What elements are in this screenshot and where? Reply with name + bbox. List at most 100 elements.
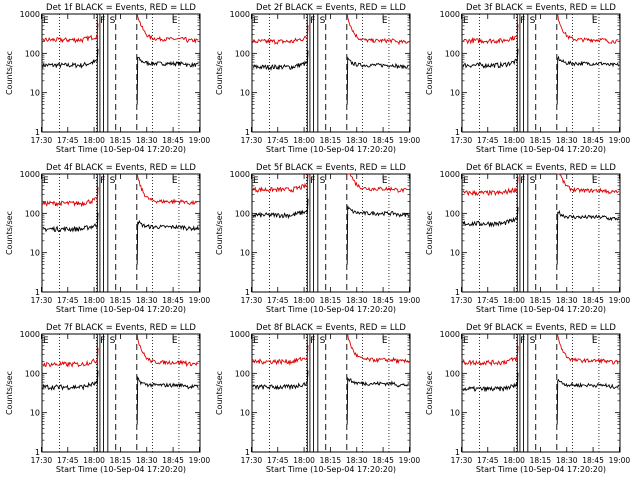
lld-trace [346,13,409,46]
lld-trace [462,24,519,45]
panel-title: Det 7f BLACK = Events, RED = LLD [46,323,196,333]
plot-frame [41,13,201,133]
flag-letter: E [592,16,598,26]
y-tick-label: 1000 [230,10,250,19]
plot-frame [461,173,621,293]
y-tick-label: 10 [30,249,40,258]
flag-letter: S [320,336,326,346]
panel-title: Det 6f BLACK = Events, RED = LLD [466,163,616,173]
x-tick-label: 18:45 [582,296,604,305]
detector-panel-1: Det 1f BLACK = Events, RED = LLD 1 10 100 10… [5,3,210,154]
lld-trace [252,345,309,366]
detector-panel-5: Det 5f BLACK = Events, RED = LLD 1 10 100 10… [215,163,420,314]
y-tick-label: 10 [450,89,460,98]
panel-title: Det 3f BLACK = Events, RED = LLD [466,3,616,13]
x-tick-label: 18:30 [136,296,158,305]
x-tick-label: 18:00 [293,296,315,305]
events-trace [252,50,309,71]
lld-trace [136,333,199,367]
lld-trace [42,347,99,368]
flag-letter: E [253,336,259,346]
events-trace [556,55,619,105]
y-tick-label: 10 [30,89,40,98]
x-axis-label: Start Time (10-Sep-04 17:20:20) [476,145,606,154]
flag-letter: E [382,16,388,26]
x-tick-label: 18:30 [136,456,158,465]
flag-letter: E [592,336,598,346]
detector-panel-2: Det 2f BLACK = Events, RED = LLD 1 10 100 10… [215,3,420,154]
y-axis-label: Counts/sec [215,51,224,95]
y-tick-label: 1 [245,128,250,137]
x-tick-label: 18:15 [320,456,342,465]
x-tick-label: 18:45 [372,136,394,145]
y-tick-label: 100 [445,369,460,378]
x-tick-label: 18:15 [110,456,132,465]
y-tick-label: 10 [450,409,460,418]
panel-title: Det 4f BLACK = Events, RED = LLD [46,163,196,173]
events-trace [556,378,619,425]
events-trace [252,198,309,220]
flag-letter: E [172,176,178,186]
x-tick-label: 19:00 [189,456,211,465]
x-tick-label: 18:00 [293,456,315,465]
x-tick-label: 18:30 [346,456,368,465]
plot-frame [41,333,201,453]
events-trace [136,219,199,265]
events-trace [462,48,519,69]
events-trace [136,56,199,105]
x-tick-label: 19:00 [189,296,211,305]
plot-frame [461,333,621,453]
x-tick-label: 19:00 [399,136,421,145]
flag-letter: E [43,336,49,346]
x-axis-label: Start Time (10-Sep-04 17:20:20) [476,305,606,314]
events-trace [556,209,619,265]
x-tick-label: 18:00 [293,136,315,145]
y-tick-label: 10 [450,249,460,258]
y-axis-label: Counts/sec [5,371,14,415]
events-trace [136,375,199,425]
plot-frame [461,13,621,133]
flag-letter: E [592,176,598,186]
x-tick-label: 18:00 [83,136,105,145]
flag-letter: S [320,16,326,26]
x-tick-label: 17:30 [451,136,473,145]
y-axis-label: Counts/sec [425,51,434,95]
flag-letter: S [110,176,116,186]
lld-trace [462,176,519,197]
flag-letter: S [320,176,326,186]
y-tick-label: 1000 [20,330,40,339]
x-tick-label: 17:45 [477,296,499,305]
y-tick-label: 1000 [230,330,250,339]
y-tick-label: 1 [455,288,460,297]
y-tick-label: 1 [245,448,250,457]
lld-trace [347,173,409,194]
x-tick-label: 17:45 [57,136,79,145]
lld-trace [346,333,409,365]
panel-title: Det 2f BLACK = Events, RED = LLD [256,3,406,13]
lld-trace [42,23,99,44]
x-tick-label: 19:00 [399,296,421,305]
lld-trace [557,173,619,195]
x-tick-label: 17:30 [241,136,263,145]
lld-trace [252,25,309,45]
x-tick-label: 18:30 [556,456,578,465]
x-tick-label: 18:45 [582,136,604,145]
y-tick-label: 100 [25,369,40,378]
events-trace [42,212,99,233]
lld-trace [136,13,199,44]
flag-letter: E [463,336,469,346]
y-tick-label: 1000 [440,330,460,339]
x-tick-label: 18:45 [582,456,604,465]
x-tick-label: 17:45 [267,136,289,145]
events-trace [252,370,309,391]
flag-letter: E [172,16,178,26]
flag-letter: S [530,336,536,346]
y-tick-label: 100 [445,49,460,58]
x-axis-label: Start Time (10-Sep-04 17:20:20) [476,465,606,474]
y-tick-label: 1000 [20,10,40,19]
x-tick-label: 17:30 [241,296,263,305]
y-tick-label: 1 [455,128,460,137]
y-axis-label: Counts/sec [425,371,434,415]
lld-trace [252,173,309,193]
x-tick-label: 18:00 [503,456,525,465]
